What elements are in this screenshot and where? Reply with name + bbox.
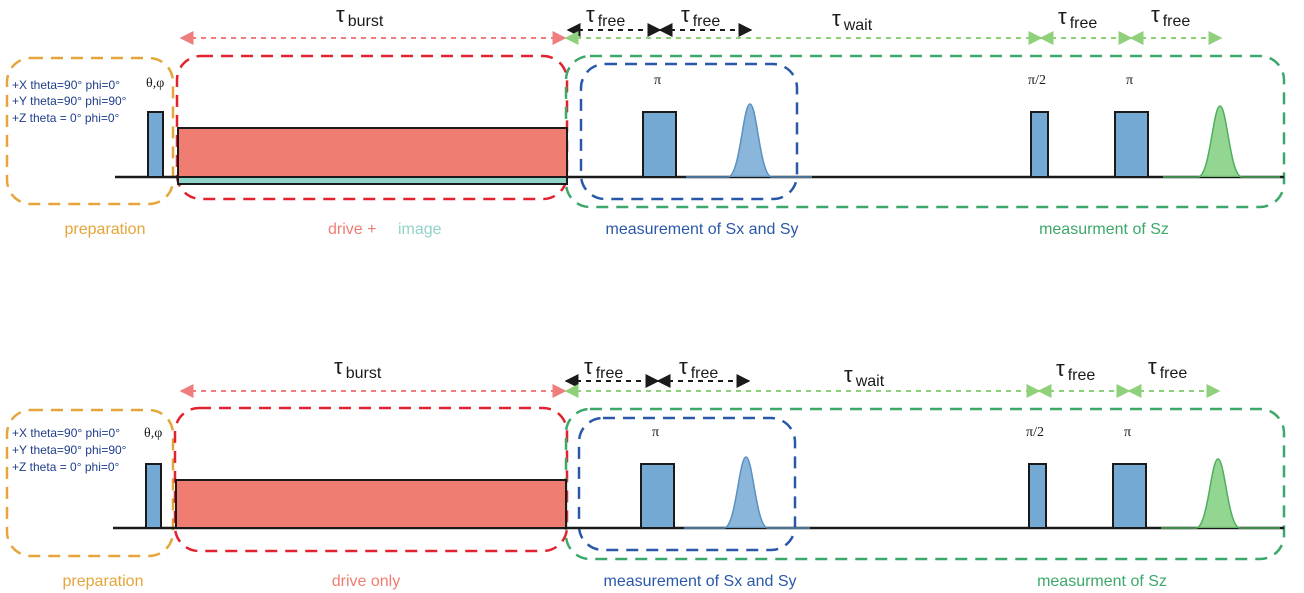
readout-gaussian-xy xyxy=(684,456,810,529)
rotation-x: +X theta=90° phi=0° xyxy=(12,78,120,92)
theta-phi-label: θ,φ xyxy=(144,426,162,441)
tau-free-label-4: τ free xyxy=(1148,354,1187,382)
pi-pulse-z xyxy=(1112,463,1147,529)
preparation-box xyxy=(5,408,175,558)
readout-gaussian-z xyxy=(1163,105,1280,178)
tau-free-label-2: τ free xyxy=(681,2,720,30)
readout-gaussian-xy xyxy=(686,103,812,178)
measure-xy-label: measurement of Sx and Sy xyxy=(606,221,799,238)
tau-subscript: free xyxy=(598,13,626,30)
theta-phi-label: θ,φ xyxy=(146,76,164,91)
tau-symbol: τ xyxy=(1056,356,1065,381)
panel-drive-and-image: τ burst τ free τ free τ wait τ free τ free xyxy=(5,2,1286,238)
tau-burst-label: τ burst xyxy=(336,2,384,30)
tau-free-label-1: τ free xyxy=(584,354,623,382)
measure-z-label: measurment of Sz xyxy=(1039,221,1169,238)
tau-free-label-4: τ free xyxy=(1151,2,1190,30)
tau-symbol: τ xyxy=(832,6,841,31)
tau-symbol: τ xyxy=(1058,4,1067,29)
tau-symbol: τ xyxy=(586,2,595,27)
tau-symbol: τ xyxy=(1148,354,1157,379)
measure-xy-label: measurement of Sx and Sy xyxy=(604,573,797,590)
tau-subscript: free xyxy=(691,365,719,382)
tau-free-label-3: τ free xyxy=(1058,4,1097,32)
panel-drive-only: τ burst τ free τ free τ wait τ free τ free xyxy=(5,354,1286,590)
rotation-y: +Y theta=90° phi=90° xyxy=(12,443,127,457)
pi-half-label: π/2 xyxy=(1026,425,1044,440)
pi-label-z: π xyxy=(1124,425,1131,440)
tau-symbol: τ xyxy=(1151,2,1160,27)
preparation-pulse xyxy=(147,111,164,178)
pi-label-xy: π xyxy=(654,73,661,88)
preparation-label: preparation xyxy=(65,221,146,238)
pi-pulse-xy xyxy=(640,463,675,529)
tau-subscript: wait xyxy=(855,373,885,390)
tau-symbol: τ xyxy=(334,354,343,379)
preparation-label: preparation xyxy=(63,573,144,590)
measure-xy-box xyxy=(577,416,797,552)
tau-subscript: free xyxy=(1070,15,1098,32)
tau-symbol: τ xyxy=(584,354,593,379)
drive-label: drive only xyxy=(332,573,400,590)
measure-xy-box xyxy=(579,62,799,201)
drive-block xyxy=(177,127,568,178)
readout-gaussian-z xyxy=(1161,458,1280,529)
rotation-z: +Z theta = 0° phi=0° xyxy=(12,460,120,474)
tau-symbol: τ xyxy=(679,354,688,379)
tau-symbol: τ xyxy=(681,2,690,27)
pi-half-pulse xyxy=(1030,111,1049,178)
preparation-pulse xyxy=(145,463,162,529)
tau-subscript: free xyxy=(596,365,624,382)
pi-half-label: π/2 xyxy=(1028,73,1046,88)
tau-symbol: τ xyxy=(336,2,345,27)
tau-free-label-2: τ free xyxy=(679,354,718,382)
drive-label: drive + xyxy=(328,221,376,238)
tau-subscript: free xyxy=(693,13,721,30)
tau-subscript: burst xyxy=(346,365,382,382)
pi-pulse-z xyxy=(1114,111,1149,178)
pi-pulse-xy xyxy=(642,111,677,178)
tau-free-label-1: τ free xyxy=(586,2,625,30)
image-label: image xyxy=(398,221,442,238)
tau-subscript: free xyxy=(1068,367,1096,384)
tau-subscript: wait xyxy=(843,17,873,34)
image-block xyxy=(177,176,568,185)
pi-label-z: π xyxy=(1126,73,1133,88)
rotation-z: +Z theta = 0° phi=0° xyxy=(12,111,120,125)
tau-subscript: free xyxy=(1160,365,1188,382)
tau-free-label-3: τ free xyxy=(1056,356,1095,384)
measure-z-label: measurment of Sz xyxy=(1037,573,1167,590)
rotation-y: +Y theta=90° phi=90° xyxy=(12,94,127,108)
pi-label-xy: π xyxy=(652,425,659,440)
pi-half-pulse xyxy=(1028,463,1047,529)
preparation-box xyxy=(5,56,175,206)
tau-wait-label: τ wait xyxy=(844,362,885,390)
tau-subscript: burst xyxy=(348,13,384,30)
tau-symbol: τ xyxy=(844,362,853,387)
rotation-x: +X theta=90° phi=0° xyxy=(12,426,120,440)
tau-wait-label: τ wait xyxy=(832,6,873,34)
tau-burst-label: τ burst xyxy=(334,354,382,382)
drive-block xyxy=(175,479,567,529)
tau-subscript: free xyxy=(1163,13,1191,30)
